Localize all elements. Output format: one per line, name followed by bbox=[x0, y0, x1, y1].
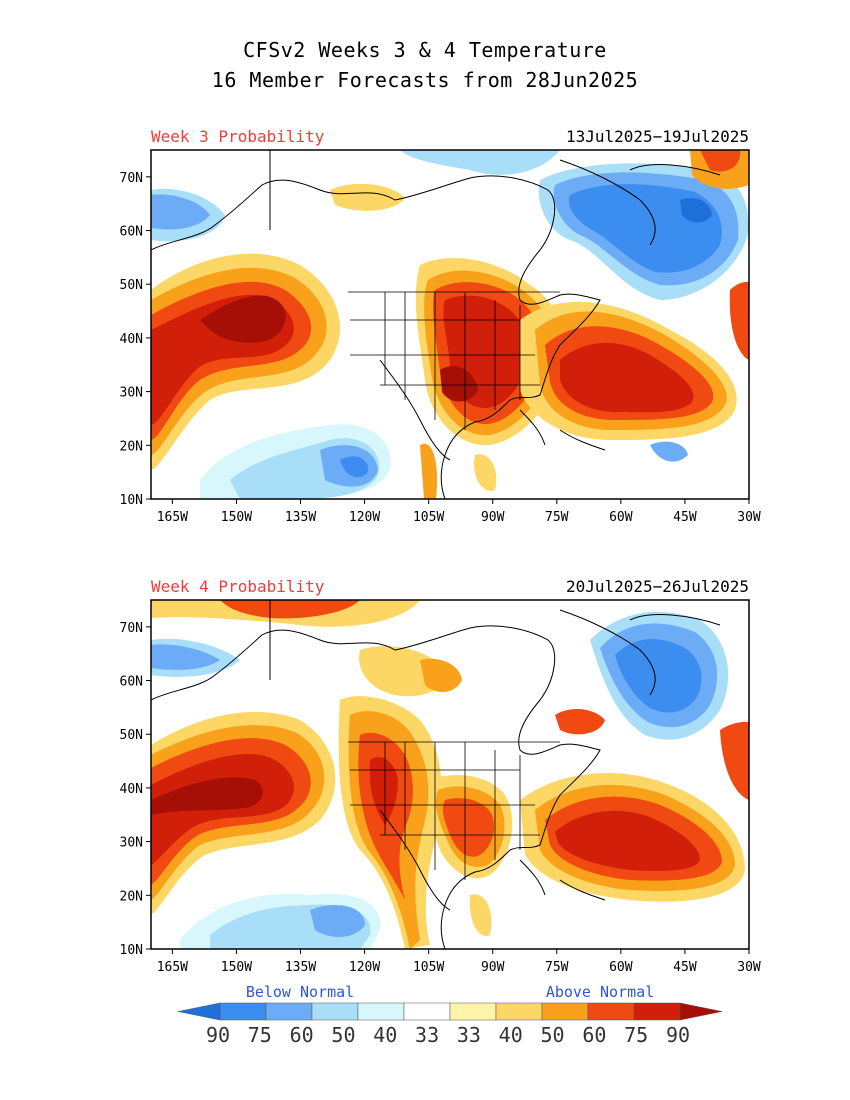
lat-tick-label: 10N bbox=[120, 943, 143, 958]
colorbar-swatch bbox=[449, 1002, 497, 1021]
lat-tick-label: 50N bbox=[120, 278, 143, 293]
lon-tick-label: 165W bbox=[157, 960, 188, 975]
colorbar-value-label: 90 bbox=[206, 1023, 230, 1047]
lon-tick-label: 150W bbox=[221, 960, 252, 975]
colorbar-value-label: 50 bbox=[540, 1023, 564, 1047]
legend: Below Normal Above Normal 90 75 60 50 40 33 33… bbox=[177, 983, 723, 1047]
colorbar-value-label: 60 bbox=[582, 1023, 606, 1047]
lat-tick-label: 70N bbox=[120, 621, 143, 636]
colorbar-value-label: 75 bbox=[624, 1023, 648, 1047]
colorbar-swatch bbox=[495, 1002, 543, 1021]
week4-label: Week 4 Probability bbox=[151, 577, 325, 596]
lon-tick-label: 120W bbox=[349, 510, 380, 525]
lat-tick-label: 40N bbox=[120, 782, 143, 797]
lon-tick-label: 30W bbox=[737, 510, 761, 525]
lon-tick-label: 60W bbox=[609, 960, 633, 975]
colorbar-swatch bbox=[633, 1002, 681, 1021]
colorbar-value-label: 40 bbox=[499, 1023, 523, 1047]
week3-probability-field bbox=[151, 150, 749, 499]
colorbar-swatch bbox=[587, 1002, 635, 1021]
colorbar-value-label: 75 bbox=[248, 1023, 272, 1047]
lon-tick-label: 120W bbox=[349, 960, 380, 975]
colorbar-value-label: 33 bbox=[415, 1023, 439, 1047]
lon-tick-label: 75W bbox=[545, 510, 569, 525]
colorbar-arrow-right bbox=[679, 1002, 723, 1021]
colorbar-value-label: 40 bbox=[373, 1023, 397, 1047]
week3-axis-ticks: 165W 150W 135W 120W 105W 90W 75W 60W 45W 30W 70N 60… bbox=[120, 171, 761, 525]
lon-tick-label: 135W bbox=[285, 510, 316, 525]
lon-tick-label: 105W bbox=[413, 510, 444, 525]
lat-tick-label: 40N bbox=[120, 332, 143, 347]
colorbar-value-label: 33 bbox=[457, 1023, 481, 1047]
lon-tick-label: 90W bbox=[481, 510, 505, 525]
colorbar bbox=[177, 1002, 723, 1021]
week3-panel: Week 3 Probability 13Jul2025−19Jul2025 bbox=[120, 127, 761, 525]
week4-coastlines bbox=[151, 600, 721, 949]
lat-tick-label: 50N bbox=[120, 728, 143, 743]
lon-tick-label: 45W bbox=[673, 510, 697, 525]
colorbar-arrow-left bbox=[177, 1002, 221, 1021]
colorbar-value-label: 60 bbox=[290, 1023, 314, 1047]
colorbar-swatch bbox=[357, 1002, 405, 1021]
lat-tick-label: 30N bbox=[120, 836, 143, 851]
colorbar-value-label: 90 bbox=[666, 1023, 690, 1047]
week3-us-states bbox=[348, 291, 560, 430]
colorbar-swatch bbox=[219, 1002, 267, 1021]
colorbar-swatch bbox=[311, 1002, 359, 1021]
colorbar-value-label: 50 bbox=[331, 1023, 355, 1047]
lat-tick-label: 60N bbox=[120, 225, 143, 240]
lat-tick-label: 60N bbox=[120, 675, 143, 690]
lat-tick-label: 20N bbox=[120, 889, 143, 904]
lon-tick-label: 90W bbox=[481, 960, 505, 975]
lat-tick-label: 30N bbox=[120, 386, 143, 401]
lon-tick-label: 105W bbox=[413, 960, 444, 975]
week3-frame bbox=[150, 149, 750, 500]
colorbar-swatch bbox=[265, 1002, 313, 1021]
week4-frame bbox=[150, 599, 750, 950]
week3-coastlines bbox=[151, 150, 721, 499]
week3-dates: 13Jul2025−19Jul2025 bbox=[566, 127, 749, 146]
lon-tick-label: 75W bbox=[545, 960, 569, 975]
lon-tick-label: 45W bbox=[673, 960, 697, 975]
lon-tick-label: 135W bbox=[285, 960, 316, 975]
lon-tick-label: 60W bbox=[609, 510, 633, 525]
lat-tick-label: 20N bbox=[120, 439, 143, 454]
week4-dates: 20Jul2025−26Jul2025 bbox=[566, 577, 749, 596]
lon-tick-label: 150W bbox=[221, 510, 252, 525]
lon-tick-label: 30W bbox=[737, 960, 761, 975]
lon-tick-label: 165W bbox=[157, 510, 188, 525]
week4-panel: Week 4 Probability 20Jul2025−26Jul2025 bbox=[120, 577, 761, 975]
week4-probability-field bbox=[151, 600, 749, 949]
colorbar-swatch bbox=[541, 1002, 589, 1021]
lat-tick-label: 70N bbox=[120, 171, 143, 186]
week3-label: Week 3 Probability bbox=[151, 127, 325, 146]
lat-tick-label: 10N bbox=[120, 493, 143, 508]
chart-title-line1: CFSv2 Weeks 3 & 4 Temperature bbox=[243, 38, 607, 62]
colorbar-swatch bbox=[403, 1002, 451, 1021]
week4-us-states bbox=[348, 741, 560, 880]
legend-below-label: Below Normal bbox=[246, 983, 354, 1001]
colorbar-labels: 90 75 60 50 40 33 33 40 50 60 75 90 bbox=[206, 1023, 690, 1047]
chart-title-line2: 16 Member Forecasts from 28Jun2025 bbox=[211, 68, 639, 92]
legend-above-label: Above Normal bbox=[546, 983, 654, 1001]
week4-axis-ticks: 165W 150W 135W 120W 105W 90W 75W 60W 45W 30W 70N 60… bbox=[120, 621, 761, 975]
